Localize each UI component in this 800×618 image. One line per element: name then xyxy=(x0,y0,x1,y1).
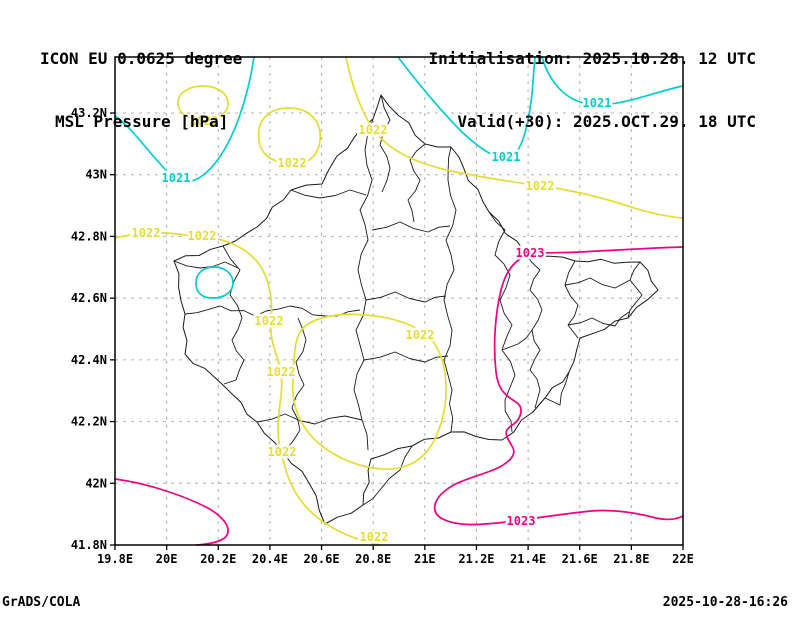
y-tick-label: 43N xyxy=(85,168,107,182)
isobar-label: 1022 xyxy=(526,179,555,193)
municipality-boundary xyxy=(256,413,363,425)
municipality-boundary xyxy=(353,118,374,451)
municipality-boundary xyxy=(564,260,579,339)
header-left: ICON EU 0.0625 degree MSL Pressure [hPa] xyxy=(40,6,242,153)
model-name: ICON EU 0.0625 degree xyxy=(40,49,243,68)
isobar-label: 1021 xyxy=(162,171,191,185)
y-tick-label: 42.8N xyxy=(71,229,107,243)
isobar-label: 1021 xyxy=(583,96,612,110)
isobar-label: 1022 xyxy=(255,314,284,328)
municipality-boundary xyxy=(407,143,426,223)
municipality-boundary xyxy=(222,245,245,385)
municipality-boundary xyxy=(371,221,451,233)
axis-layer: 19.8E 20E 20.2E 20.4E 20.6E 20.8E 21E 21.2E 21.4… xyxy=(71,106,694,566)
municipality-boundary xyxy=(524,251,543,409)
isobar-1021 xyxy=(397,56,536,159)
isobar-label: 1022 xyxy=(188,229,217,243)
grid-layer xyxy=(115,57,683,545)
isobar-layer xyxy=(114,56,684,546)
valid-time: Valid(+30): 2025.OCT.29. 18 UTC xyxy=(457,112,756,131)
init-time: Initialisation: 2025.10.28. 12 UTC xyxy=(428,49,756,68)
field-title: MSL Pressure [hPa] xyxy=(55,112,229,131)
region-boundaries xyxy=(173,94,659,525)
municipality-boundary xyxy=(363,351,449,363)
x-tick-label: 20.2E xyxy=(200,552,236,566)
map-frame xyxy=(114,56,684,546)
isobar-1021 xyxy=(114,56,255,183)
y-tick-label: 42.2N xyxy=(71,415,107,429)
x-tick-label: 19.8E xyxy=(97,552,133,566)
municipality-boundary xyxy=(567,311,630,327)
municipality-boundary xyxy=(532,371,570,413)
y-tick-label: 43.2N xyxy=(71,106,107,120)
x-tick-label: 20E xyxy=(156,552,178,566)
x-tick-label: 21.6E xyxy=(562,552,598,566)
x-tick-label: 21.2E xyxy=(458,552,494,566)
isobar-1022 xyxy=(345,56,684,219)
x-tick-label: 21E xyxy=(414,552,436,566)
isobar-label: 1023 xyxy=(507,514,536,528)
municipality-boundary xyxy=(443,146,457,433)
x-tick-label: 20.6E xyxy=(303,552,339,566)
isobar-1022 xyxy=(257,107,321,166)
isobar-label: 1022 xyxy=(278,156,307,170)
municipality-boundary xyxy=(282,317,307,453)
municipality-boundary xyxy=(501,329,533,351)
isobar-label: 1023 xyxy=(516,246,545,260)
municipality-boundary xyxy=(627,261,643,319)
isobar-1021 xyxy=(541,56,684,106)
y-tick-label: 42N xyxy=(85,476,107,490)
isobar-1022 xyxy=(114,231,381,546)
y-tick-label: 42.4N xyxy=(71,353,107,367)
isobar-label: 1022 xyxy=(360,530,389,544)
municipality-boundary xyxy=(173,260,239,269)
isobar-1023 xyxy=(433,246,684,526)
x-tick-label: 20.8E xyxy=(355,552,391,566)
x-tick-label: 22E xyxy=(672,552,694,566)
municipality-boundary xyxy=(365,291,447,303)
isobar-label: 1021 xyxy=(492,150,521,164)
y-tick-label: 42.6N xyxy=(71,291,107,305)
grads-credit: GrADS/COLA xyxy=(2,595,81,610)
x-tick-label: 21.8E xyxy=(613,552,649,566)
isobar-labels: 1021 1021 1021 1022 1022 1022 1022 1022 1022 1022… xyxy=(129,94,614,547)
isobar-1021 xyxy=(195,266,234,299)
country-outline xyxy=(173,94,659,525)
header-right: Initialisation: 2025.10.28. 12 UTC Valid… xyxy=(428,6,756,153)
municipality-boundary xyxy=(379,94,391,193)
municipality-boundary xyxy=(290,189,367,199)
isobar-label: 1022 xyxy=(406,328,435,342)
isobar-1023 xyxy=(114,478,229,546)
municipality-boundary xyxy=(488,211,516,433)
isobar-label: 1022 xyxy=(268,445,297,459)
x-tick-label: 21.4E xyxy=(510,552,546,566)
municipality-boundary xyxy=(564,277,631,289)
isobar-label: 1022 xyxy=(359,123,388,137)
isobar-1022 xyxy=(177,85,229,121)
isobar-1022 xyxy=(291,313,447,470)
x-tick-label: 20.4E xyxy=(252,552,288,566)
y-tick-label: 41.8N xyxy=(71,538,107,552)
creation-timestamp: 2025-10-28-16:26 xyxy=(662,595,788,610)
isobar-label: 1022 xyxy=(267,365,296,379)
municipality-boundary xyxy=(362,445,413,506)
isobar-label: 1022 xyxy=(132,226,161,240)
isobar-label: 1022 xyxy=(190,114,219,128)
